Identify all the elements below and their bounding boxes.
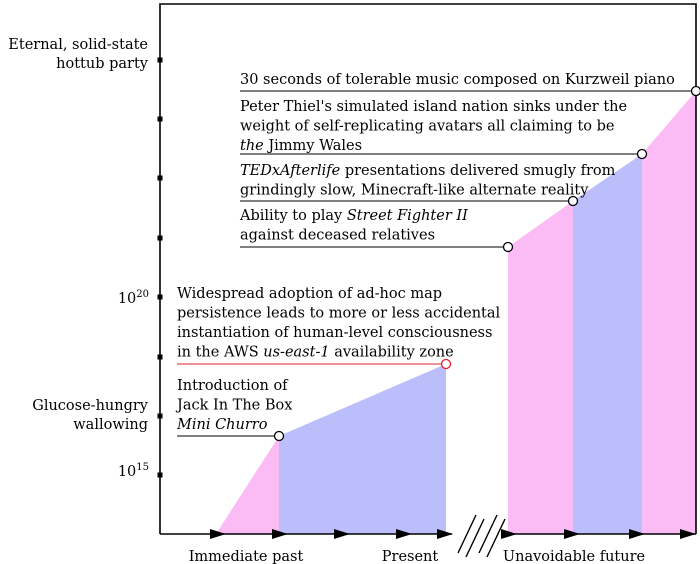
- event-label-line: TEDxAfterlife presentations delivered sm…: [240, 163, 616, 179]
- event-label-segment: against deceased relatives: [240, 228, 435, 244]
- y-axis-tick: [157, 235, 163, 241]
- event-label-line: the Jimmy Wales: [240, 138, 362, 154]
- event-label-line: instantiation of human-level consciousne…: [177, 325, 492, 341]
- tick-label-exponent: 20: [136, 289, 149, 300]
- axis-break-mark: [465, 518, 485, 558]
- x-axis-arrowhead: [629, 529, 645, 539]
- region-present-blue: [279, 364, 446, 534]
- event-label-line: Mini Churro: [176, 417, 268, 433]
- event-label-segment: 30 seconds of tolerable music composed o…: [240, 72, 675, 88]
- x-axis-arrowhead: [272, 529, 288, 539]
- event-label-line: Jack In The Box: [175, 398, 292, 414]
- x-axis-arrowhead: [334, 529, 350, 539]
- event-label-segment: Jimmy Wales: [264, 138, 362, 154]
- x-axis-arrowhead: [501, 529, 517, 539]
- event-label-segment: presentations delivered smugly from: [340, 163, 615, 179]
- y-axis-tick: [157, 294, 163, 300]
- region-future-pink-2: [642, 91, 696, 534]
- y-axis-tick: [157, 354, 163, 360]
- event-label-segment: Street Fighter II: [347, 208, 468, 224]
- y-axis-left-label: wallowing: [73, 417, 148, 433]
- region-past-pink: [216, 436, 279, 534]
- event-label-segment: instantiation of human-level consciousne…: [177, 325, 492, 341]
- x-axis-arrowhead: [210, 529, 226, 539]
- tick-label-exponent: 15: [136, 462, 149, 473]
- x-axis-label: Unavoidable future: [503, 549, 645, 564]
- axis-break-mark: [478, 514, 498, 554]
- region-future-blue: [573, 154, 642, 534]
- y-axis-tick-label: 1020: [118, 289, 149, 307]
- event-label-line: grindingly slow, Minecraft-like alternat…: [240, 183, 589, 199]
- event-label-segment: Peter Thiel's simulated island nation si…: [240, 99, 627, 115]
- event-label-segment: grindingly slow, Minecraft-like alternat…: [240, 183, 589, 199]
- event-label-line: in the AWS us-east-1 availability zone: [177, 345, 454, 361]
- tick-label-base: 10: [118, 291, 136, 307]
- event-label-line: persistence leads to more or less accide…: [177, 306, 501, 322]
- x-axis-arrowhead: [564, 529, 580, 539]
- region-future-pink-1: [508, 201, 573, 534]
- y-axis-tick-label: 1015: [118, 462, 149, 480]
- axis-break-mark: [457, 514, 477, 554]
- y-axis-tick: [157, 472, 163, 478]
- x-axis-label: Immediate past: [189, 549, 304, 564]
- event-label-segment: TEDxAfterlife: [240, 163, 340, 179]
- event-label-segment: in the AWS: [177, 345, 263, 361]
- y-axis-left-label: hottub party: [56, 56, 149, 72]
- event-label-line: 30 seconds of tolerable music composed o…: [240, 72, 675, 88]
- chart-frame: [159, 3, 697, 534]
- event-label-segment: Ability to play: [239, 208, 347, 224]
- event-label-line: Widespread adoption of ad-hoc map: [177, 286, 442, 302]
- event-marker: [690, 85, 700, 97]
- event-marker: [502, 241, 514, 253]
- y-axis-left-label: Eternal, solid-state: [8, 37, 148, 53]
- event-label-line: Ability to play Street Fighter II: [239, 208, 468, 224]
- y-axis-left-label: Glucose-hungry: [32, 398, 149, 414]
- event-label-line: Peter Thiel's simulated island nation si…: [240, 99, 627, 115]
- y-axis-tick: [157, 116, 163, 122]
- event-label-line: against deceased relatives: [240, 228, 435, 244]
- y-axis-tick: [157, 57, 163, 63]
- event-label-segment: Mini Churro: [176, 417, 268, 433]
- x-axis-arrowhead: [437, 529, 453, 539]
- event-label-segment: persistence leads to more or less accide…: [177, 306, 501, 322]
- event-label-segment: the: [240, 138, 264, 154]
- event-marker: [636, 148, 648, 160]
- y-axis-tick: [157, 413, 163, 419]
- event-marker: [567, 195, 579, 207]
- x-axis-label: Present: [382, 549, 439, 564]
- event-marker: [440, 358, 452, 370]
- event-label-segment: Introduction of: [177, 378, 289, 394]
- event-label-line: weight of self-replicating avatars all c…: [240, 119, 614, 135]
- event-label-segment: Widespread adoption of ad-hoc map: [177, 286, 442, 302]
- event-label-line: Introduction of: [177, 378, 289, 394]
- event-label-segment: availability zone: [330, 345, 454, 361]
- x-axis-arrowhead: [396, 529, 412, 539]
- event-label-segment: weight of self-replicating avatars all c…: [240, 119, 614, 135]
- event-label-segment: us-east-1: [263, 345, 329, 361]
- y-axis-tick: [157, 175, 163, 181]
- x-axis-arrowhead: [680, 529, 696, 539]
- tick-label-base: 10: [118, 464, 136, 480]
- event-label-segment: Jack In The Box: [175, 398, 292, 414]
- axis-break-mark: [486, 518, 506, 558]
- event-marker: [273, 430, 285, 442]
